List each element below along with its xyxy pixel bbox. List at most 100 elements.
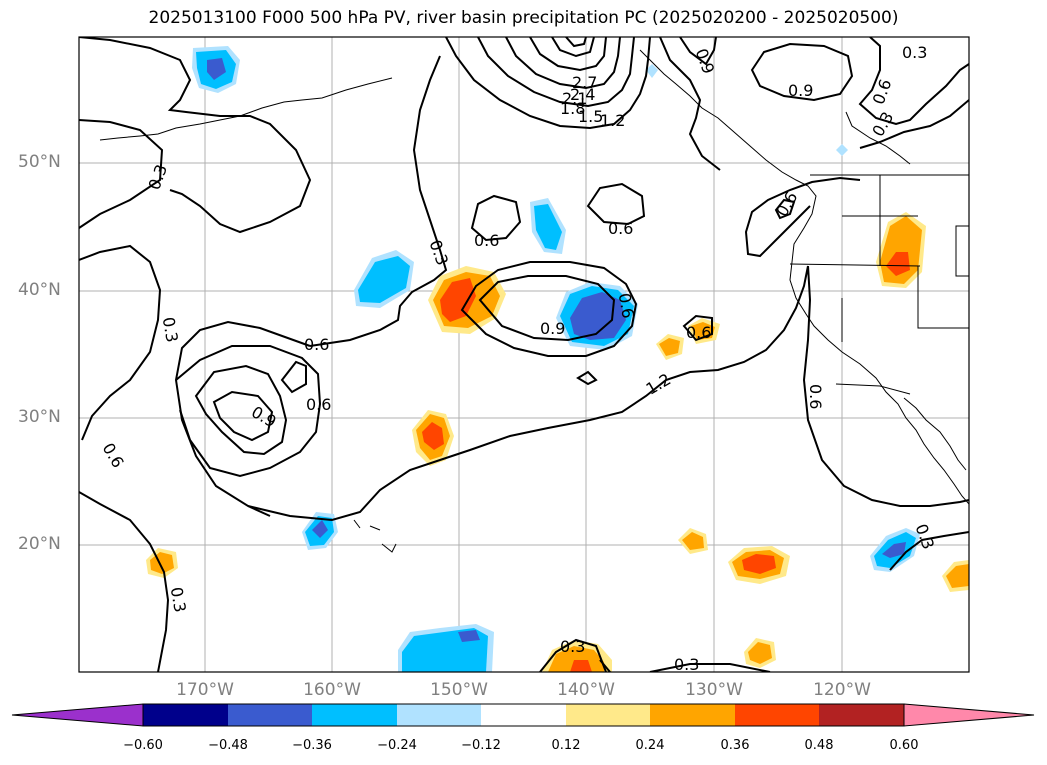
gridlines [79,37,969,672]
colorbar-segment [143,704,228,726]
colorbar-extend-min [11,703,144,727]
contour-label: 2.7 [572,73,597,92]
contour-label: 0.6 [615,292,638,320]
lat-label-50n: 50°N [18,152,61,172]
lon-label-170w: 170°W [176,680,234,700]
political-borders [789,174,969,395]
pv-contour [539,638,607,672]
pv-contour [750,42,854,102]
negative-anomaly-blob [556,282,638,350]
positive-anomaly-blob [678,528,708,554]
lat-label-30n: 30°N [18,407,61,427]
lon-label-120w: 120°W [813,680,871,700]
pv-contour [79,244,162,441]
pv-contour [79,491,170,672]
pv-contour [565,37,587,48]
pv-contour [679,37,717,66]
lon-label-160w: 160°W [303,680,361,700]
contour-label: 0.6 [608,219,633,238]
positive-anomaly-blob [656,334,684,360]
pv-contour [659,37,721,171]
colorbar-segment [650,704,735,726]
colorbar [11,703,1035,727]
lon-label-150w: 150°W [430,680,488,700]
colorbar-tick: −0.60 [123,738,163,753]
pv-contour [212,390,274,442]
negative-anomaly-blob [530,198,566,254]
lat-label-20n: 20°N [18,534,61,554]
colorbar-tick: −0.12 [461,738,501,753]
contour-label: 0.3 [167,586,190,614]
contour-label: 2.4 [570,85,595,104]
positive-anomaly-blob [728,546,790,584]
contour-label: 2.1 [562,89,587,108]
colorbar-tick: 0.24 [635,738,665,753]
colorbar-segment [566,704,650,726]
pv-contour [79,37,312,234]
colorbar-segment [228,704,312,726]
contour-label: 0.6 [306,395,331,414]
contour-label: 0.3 [560,637,585,656]
colorbar-tick: 0.12 [551,738,581,753]
contour-label: 0.3 [674,655,699,674]
pv-contour [859,99,969,149]
contour-label: 0.9 [540,319,565,338]
contour-label: 0.3 [902,43,927,62]
negative-anomaly-blob [302,512,338,550]
negative-anomaly-blob [646,64,848,156]
lon-label-130w: 130°W [685,680,743,700]
lon-label-140w: 140°W [557,680,615,700]
colorbar-segment [735,704,819,726]
positive-anomaly-blob [744,638,776,668]
colorbar-tick: 0.48 [804,738,834,753]
positive-anomaly-blob [942,560,969,592]
negative-anomaly-blob [870,528,920,572]
colorbar-outline [142,703,905,727]
pv-contour [505,37,621,90]
pv-contour [529,37,607,72]
contour-label: 0.6 [686,323,711,342]
pv-contour [175,345,322,478]
positive-anomaly-blob [412,410,454,466]
contour-label: 1.2 [600,111,625,130]
pv-contour [247,505,271,517]
contour-label: 1.5 [578,107,603,126]
pv-contour [649,663,771,672]
precip-shading [146,46,969,672]
pv-contour [460,261,638,357]
colorbar-segment [397,704,481,726]
pv-contour [445,37,651,130]
pv-contour [889,531,969,571]
figure-title: 2025013100 F000 500 hPa PV, river basin … [148,8,899,28]
contour-label: 0.9 [788,81,813,100]
colorbar-tick: −0.24 [377,738,417,753]
pv-contour [586,182,646,226]
colorbar-tick: 0.60 [889,738,919,753]
negative-anomaly-blob [192,46,240,93]
pv-contour [774,198,796,220]
map-border [78,36,970,673]
negative-anomaly-blob [398,624,494,672]
colorbar-segment [312,704,397,726]
pv-contour [682,314,713,342]
pv-contour [551,37,595,58]
pv-contour [576,370,598,386]
colorbar-tick: −0.36 [292,738,332,753]
pv-contour [79,119,164,229]
pv-contour [194,364,288,456]
pv-contour [744,176,861,258]
contour-label: 0.6 [304,335,329,354]
pv-contours [79,37,969,672]
colorbar-extend-max [903,703,1035,727]
contour-label: 0.3 [159,316,182,344]
map-frame [79,37,969,672]
pv-contour [280,360,307,394]
lat-label-40n: 40°N [18,280,61,300]
pv-contour [802,265,969,507]
positive-anomaly-blob [876,212,926,288]
contour-label: 0.6 [474,231,499,250]
colorbar-segment [481,704,566,726]
pv-contour [478,275,616,342]
contour-label: 0.6 [806,384,825,409]
